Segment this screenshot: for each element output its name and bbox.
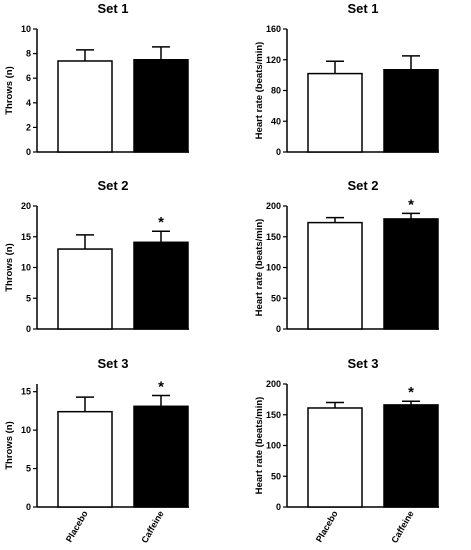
y-tick-label: 15 bbox=[21, 387, 31, 397]
bar-placebo bbox=[57, 60, 113, 153]
bar-caffeine bbox=[133, 405, 189, 508]
y-tick-label: 5 bbox=[26, 293, 31, 303]
chart-title: Set 2 bbox=[347, 178, 378, 193]
y-tick-label: 0 bbox=[276, 324, 281, 334]
y-tick-label: 200 bbox=[266, 379, 281, 389]
y-tick-label: 0 bbox=[276, 147, 281, 157]
bar-placebo bbox=[307, 407, 363, 508]
significance-star: * bbox=[158, 379, 164, 396]
y-axis-label: Heart rate (beats/min) bbox=[254, 219, 265, 317]
chart-title: Set 3 bbox=[97, 356, 128, 371]
chart-title: Set 1 bbox=[347, 1, 378, 16]
y-tick-label: 20 bbox=[21, 201, 31, 211]
bar-caffeine bbox=[383, 68, 439, 153]
significance-star: * bbox=[158, 214, 164, 231]
y-tick-label: 2 bbox=[26, 122, 31, 132]
y-tick-label: 8 bbox=[26, 49, 31, 59]
y-tick-label: 0 bbox=[26, 147, 31, 157]
y-tick-label: 50 bbox=[271, 471, 281, 481]
chart-title: Set 2 bbox=[97, 178, 128, 193]
chart-panel-hr-set1: Set 1 Heart rate (beats/min) 0 40 80 120 160 bbox=[254, 1, 439, 157]
y-tick-label: 0 bbox=[276, 502, 281, 512]
y-tick-label: 50 bbox=[271, 293, 281, 303]
y-tick-label: 10 bbox=[21, 263, 31, 273]
y-axis-label: Throws (n) bbox=[4, 66, 15, 115]
x-tick-label-caffeine: Caffeine bbox=[139, 509, 165, 545]
chart-panel-hr-set2: Set 2 Heart rate (beats/min) 0 50 100 150 200 * bbox=[254, 178, 439, 334]
chart-panel-hr-set3: Set 3 Heart rate (beats/min) 0 50 100 150 200 P… bbox=[254, 356, 439, 545]
y-tick-label: 0 bbox=[26, 502, 31, 512]
y-tick-label: 10 bbox=[21, 425, 31, 435]
x-tick-label-placebo: Placebo bbox=[314, 509, 340, 544]
y-tick-label: 150 bbox=[266, 410, 281, 420]
y-axis-label: Heart rate (beats/min) bbox=[254, 397, 265, 495]
significance-star: * bbox=[408, 384, 414, 401]
y-tick-label: 10 bbox=[21, 24, 31, 34]
chart-panel-throws-set2: Set 2 Throws (n) 0 5 10 15 20 * bbox=[4, 178, 189, 334]
chart-title: Set 3 bbox=[347, 356, 378, 371]
y-tick-label: 4 bbox=[26, 98, 31, 108]
y-tick-label: 5 bbox=[26, 464, 31, 474]
y-axis-label: Throws (n) bbox=[4, 421, 15, 470]
y-tick-label: 150 bbox=[266, 232, 281, 242]
bar-placebo bbox=[57, 410, 113, 508]
chart-title: Set 1 bbox=[97, 1, 128, 16]
y-tick-label: 160 bbox=[266, 24, 281, 34]
bar-placebo bbox=[307, 221, 363, 330]
bar-caffeine bbox=[383, 218, 439, 330]
bar-caffeine bbox=[133, 59, 189, 153]
y-tick-label: 40 bbox=[271, 116, 281, 126]
y-tick-label: 120 bbox=[266, 55, 281, 65]
y-tick-label: 6 bbox=[26, 73, 31, 83]
y-axis-label: Throws (n) bbox=[4, 243, 15, 292]
x-tick-label-caffeine: Caffeine bbox=[389, 509, 415, 545]
y-tick-label: 200 bbox=[266, 201, 281, 211]
y-tick-label: 100 bbox=[266, 263, 281, 273]
y-tick-label: 100 bbox=[266, 441, 281, 451]
y-tick-label: 0 bbox=[26, 324, 31, 334]
x-tick-label-placebo: Placebo bbox=[64, 509, 90, 544]
chart-panel-throws-set3: Set 3 Throws (n) 0 5 10 15 Placebo * Caffeine bbox=[4, 356, 189, 545]
bar-placebo bbox=[307, 72, 363, 153]
y-tick-label: 80 bbox=[271, 86, 281, 96]
y-tick-label: 15 bbox=[21, 232, 31, 242]
bar-placebo bbox=[57, 248, 113, 330]
bar-caffeine bbox=[383, 404, 439, 508]
y-axis-label: Heart rate (beats/min) bbox=[254, 42, 265, 140]
significance-star: * bbox=[408, 196, 414, 213]
chart-panel-throws-set1: Set 1 Throws (n) 0 2 4 6 8 10 bbox=[4, 1, 189, 157]
bar-caffeine bbox=[133, 241, 189, 330]
